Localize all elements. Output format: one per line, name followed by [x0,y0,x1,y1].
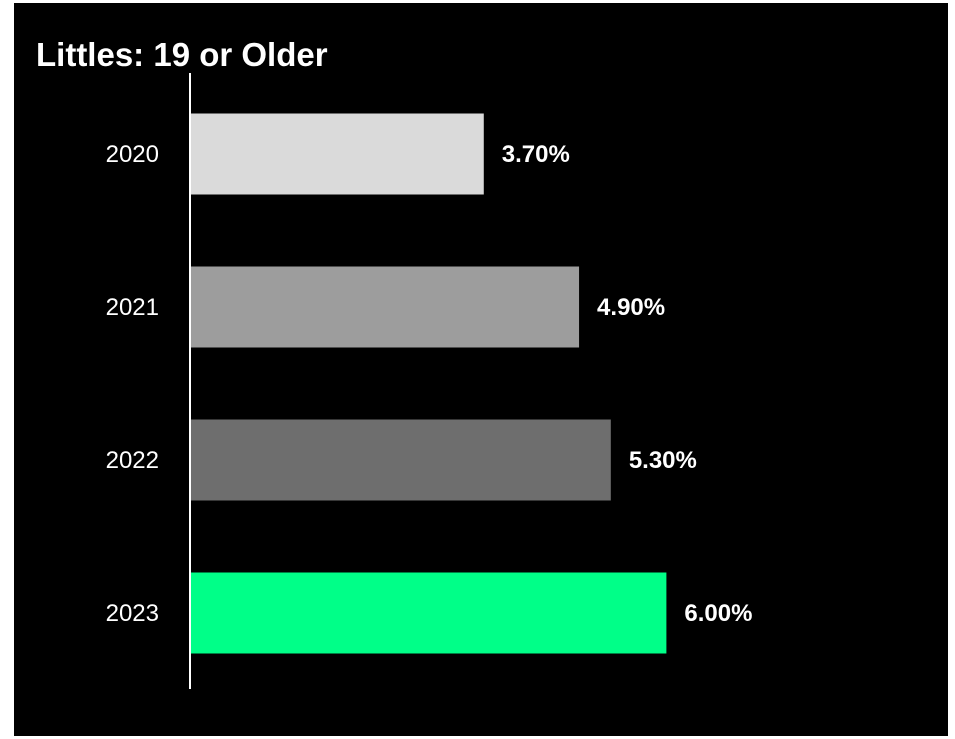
data-label-2022: 5.30% [629,447,697,474]
data-label-2020: 3.70% [502,141,570,168]
category-label-2021: 2021 [106,294,159,321]
data-label-2021: 4.90% [597,294,665,321]
bar-2020 [190,113,484,195]
bar-chart: 2020 3.70% 2021 4.90% 2022 5.30% 2023 6.00% [106,73,752,689]
chart-title: Littles: 19 or Older [36,36,328,73]
bar-2022 [190,419,611,501]
bar-2021 [190,266,580,348]
chart-panel: Littles: 19 or Older 2020 3.70% 2021 4.90% 2… [14,3,948,736]
data-label-2023: 6.00% [684,600,752,627]
category-label-2022: 2022 [106,447,159,474]
bar-2023 [190,572,667,654]
category-label-2020: 2020 [106,141,159,168]
category-label-2023: 2023 [106,600,159,627]
